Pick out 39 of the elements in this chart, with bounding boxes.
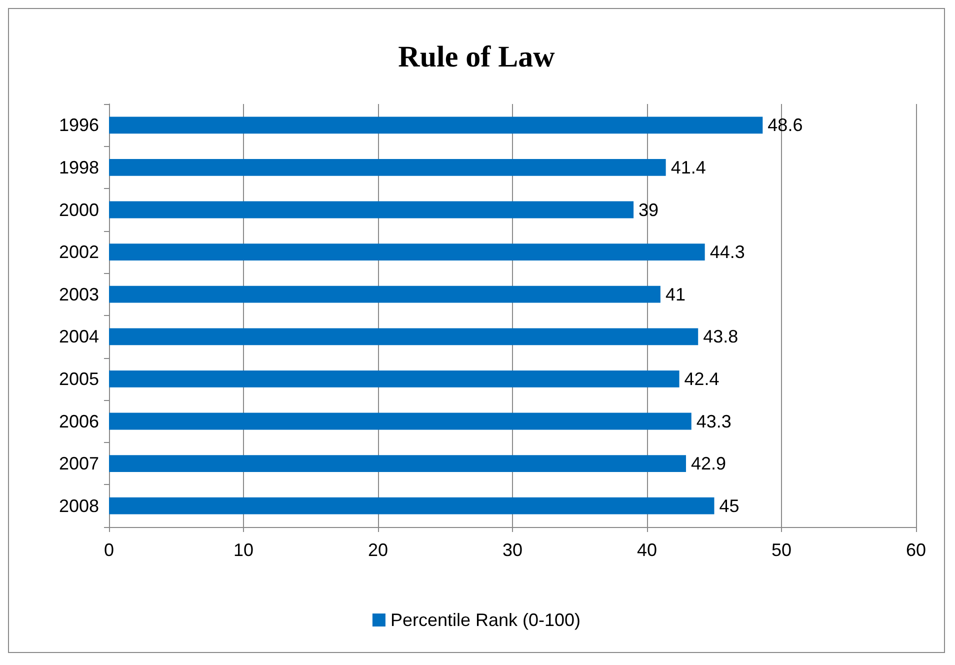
y-tick-label: 2005 [58,368,99,389]
data-label: 43.8 [703,326,738,347]
y-tick-label: 2000 [58,200,99,220]
y-tick-label: 2003 [58,284,99,304]
y-tick-label: 2002 [58,242,99,262]
bar [109,328,698,346]
y-tick-label: 2004 [58,326,99,347]
bar [109,412,692,430]
bar [109,116,763,134]
x-tick-label: 0 [104,540,114,560]
x-tick-label: 30 [502,540,523,560]
bar [109,497,714,514]
bar [109,158,666,176]
bar [109,244,705,261]
y-tick-label: 2006 [58,411,99,432]
chart-title: Rule of Law [398,40,556,74]
x-tick-label: 20 [368,540,388,560]
data-label: 41.4 [670,157,706,178]
x-tick-label: 40 [636,540,658,560]
y-tick-label: 1996 [58,115,99,136]
y-tick-label: 1998 [58,157,99,178]
data-label: 42.9 [691,454,726,474]
data-label: 42.4 [684,368,720,389]
x-tick-label: 10 [233,540,254,560]
y-tick-label: 2008 [58,496,99,516]
data-label: 39 [638,200,659,220]
bar [109,455,686,472]
data-label: 41 [665,284,686,304]
bar [109,286,660,303]
bar [109,370,680,388]
data-label: 44.3 [710,242,745,262]
data-label: 43.3 [696,411,732,432]
x-tick-label: 60 [906,540,926,560]
y-tick-label: 2007 [58,454,99,474]
data-label: 45 [719,496,740,516]
bar [109,201,634,218]
x-tick-label: 50 [771,540,792,560]
data-label: 48.6 [768,115,803,136]
legend-label: Percentile Rank (0-100) [390,610,581,630]
